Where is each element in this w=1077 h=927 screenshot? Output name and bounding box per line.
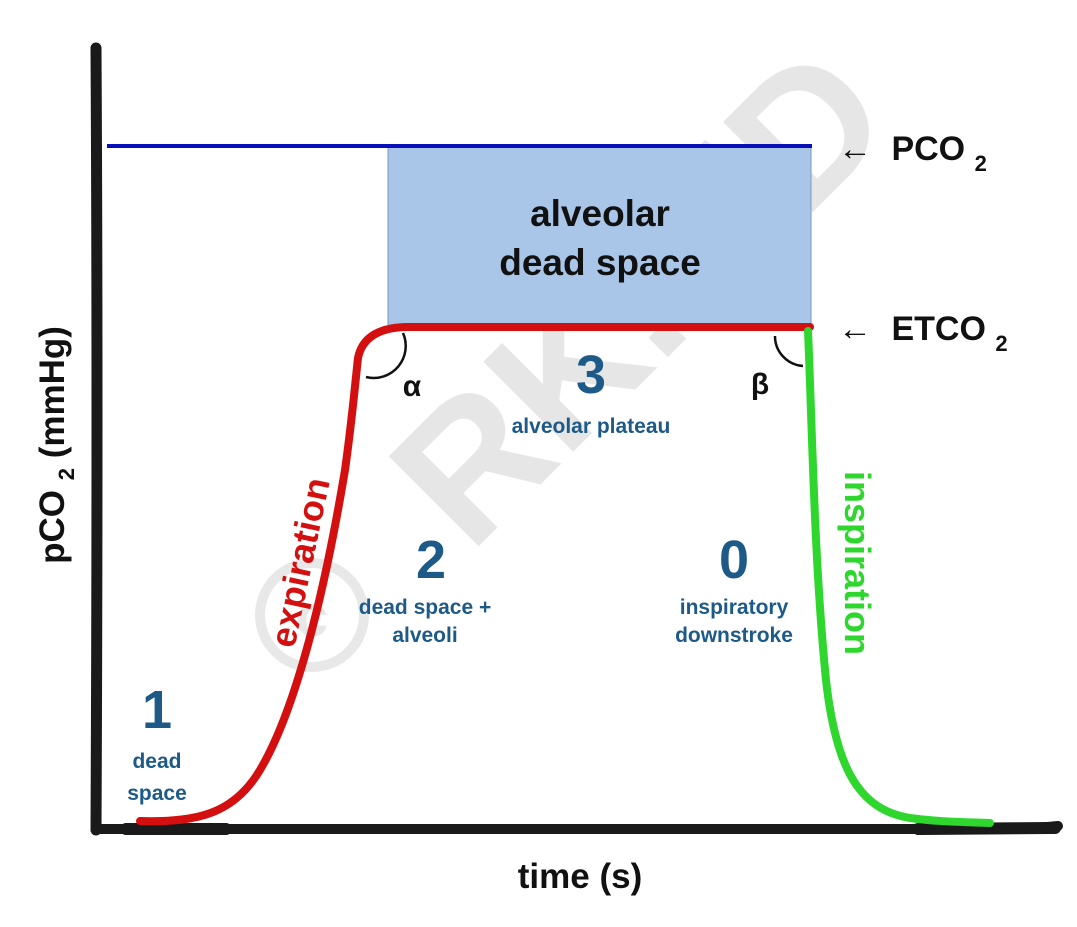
x-axis-thick-end — [912, 822, 1061, 835]
phase-2-line2: alveoli — [392, 624, 457, 647]
dead-space-box-line2: dead space — [499, 242, 701, 283]
phase-1-line2: space — [127, 782, 187, 805]
etco2-text: ETCO — [891, 310, 985, 348]
y-axis-label-subscript: 2 — [54, 468, 79, 480]
y-axis — [90, 42, 103, 836]
phase-0-number: 0 — [719, 530, 749, 590]
dead-space-box-line1: alveolar — [530, 193, 670, 234]
phase-3-number: 3 — [576, 345, 606, 405]
etco2-label: ← ETCO 2 — [838, 310, 1008, 356]
phase-1-line1: dead — [132, 750, 181, 773]
pco2-subscript: 2 — [975, 151, 987, 176]
pco2-text: PCO — [891, 130, 965, 168]
y-axis-label: pCO 2 (mmHg) — [33, 326, 82, 564]
watermark-copyright-circle — [255, 558, 369, 672]
y-axis-label-base: pCO — [33, 490, 72, 564]
phase-1-number: 1 — [142, 680, 172, 740]
beta-angle-arc — [773, 335, 804, 368]
pco2-label: ← PCO 2 — [838, 130, 987, 176]
expiration-curve — [136, 323, 814, 826]
alpha-angle-arc — [365, 332, 407, 380]
watermark: c RK.MD — [255, 9, 927, 672]
alveolar-dead-space-box — [387, 145, 812, 329]
alpha-label: α — [403, 370, 422, 403]
x-axis-label: time (s) — [518, 857, 642, 896]
etco2-subscript: 2 — [995, 331, 1007, 356]
phase-3-line1: alveolar plateau — [512, 415, 671, 438]
phase-0-line2: downstroke — [675, 624, 793, 647]
inspiration-label: inspiration — [837, 471, 878, 655]
pco2-arrow: ← — [838, 130, 872, 168]
beta-label: β — [751, 368, 769, 401]
phase-0-line1: inspiratory — [680, 596, 789, 619]
phase-2-line1: dead space + — [359, 596, 492, 619]
phase-2-number: 2 — [416, 530, 446, 590]
y-axis-label-rest: (mmHg) — [33, 326, 72, 458]
inspiration-curve — [804, 327, 994, 827]
etco2-arrow: ← — [838, 310, 872, 348]
